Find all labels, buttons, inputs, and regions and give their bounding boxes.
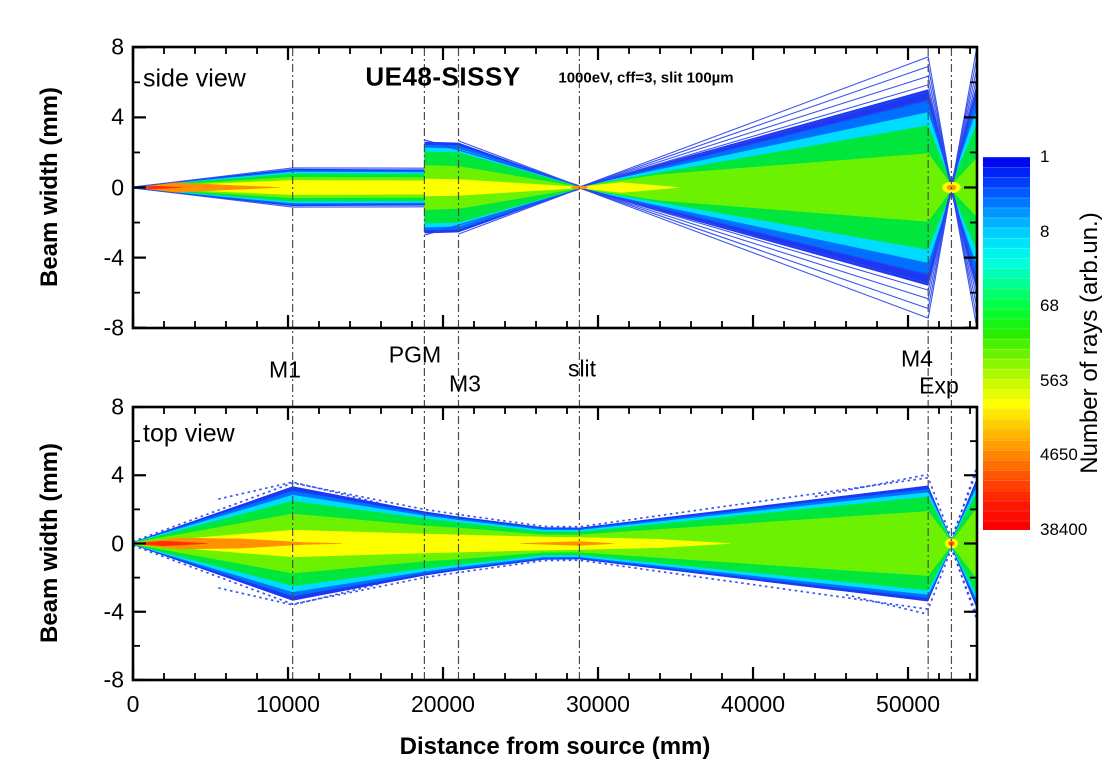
stray-ray (218, 481, 382, 505)
y-tick-label: -4 (103, 598, 124, 625)
stray-ray (133, 187, 425, 208)
y-tick-label: -8 (103, 666, 124, 693)
element-label-pgm: PGM (388, 341, 442, 368)
stray-ray (579, 92, 977, 276)
density-band (520, 541, 614, 546)
x-axis-label: Distance from source (mm) (399, 733, 711, 760)
y-tick-label: -8 (103, 314, 124, 341)
element-label-exp: Exp (919, 372, 959, 399)
stray-ray (579, 56, 977, 310)
stray-ray (845, 593, 929, 616)
top-view-label: top view (143, 419, 235, 448)
stray-ray (579, 65, 977, 319)
y-axis-label-side: Beam width (mm) (36, 86, 63, 288)
element-label-m3: M3 (449, 370, 481, 397)
colorbar-tick-label: 1 (1040, 147, 1050, 166)
colorbar-label: Number of rays (arb.un.) (1076, 212, 1103, 474)
density-band (133, 529, 730, 558)
side-view-label: side view (143, 64, 246, 93)
stray-ray (814, 473, 929, 498)
stray-ray (950, 466, 977, 541)
stray-ray (579, 84, 977, 299)
stray-ray (424, 139, 580, 187)
stray-ray (458, 188, 580, 235)
y-tick-label: 0 (111, 174, 124, 200)
x-tick-label: 20000 (411, 691, 475, 717)
y-tick-label: 4 (111, 103, 124, 130)
x-tick-label: 40000 (721, 691, 785, 717)
y-tick-label: 0 (111, 530, 124, 556)
x-tick-label: 0 (126, 691, 140, 717)
chart-title: UE48-SISSY (365, 61, 521, 92)
x-tick-label: 10000 (256, 691, 320, 717)
stray-ray (579, 91, 977, 291)
y-axis-label-top: Beam width (mm) (36, 442, 63, 644)
x-tick-label: 50000 (876, 691, 940, 717)
density-band (133, 182, 281, 193)
density-band (133, 540, 208, 547)
tick-marks (131, 405, 977, 682)
colorbar-tick-label: 38400 (1040, 520, 1088, 539)
top-view-beam (133, 466, 977, 621)
focus-spot (949, 542, 954, 545)
colorbar-tick-label: 563 (1040, 370, 1069, 390)
stray-ray (579, 84, 977, 284)
colorbar-tick-label: 68 (1040, 296, 1059, 316)
y-tick-label: 4 (111, 461, 124, 488)
x-tick-label: 30000 (566, 691, 630, 717)
stray-ray (950, 546, 977, 621)
colorbar (983, 157, 1030, 530)
y-tick-label: -4 (103, 244, 124, 271)
element-label-slit: slit (567, 355, 597, 382)
stray-ray (579, 67, 977, 300)
colorbar-tick-label: 8 (1040, 221, 1050, 241)
stray-ray (424, 188, 580, 236)
stray-ray (579, 76, 977, 291)
stray-ray (579, 75, 977, 308)
colorbar-tick-label: 4650 (1040, 445, 1078, 465)
element-label-m4: M4 (901, 345, 933, 372)
stray-ray (458, 140, 580, 187)
element-label-m1: M1 (269, 356, 301, 383)
tick-marks (131, 46, 977, 329)
stray-ray (218, 582, 382, 606)
colorbar-band-lines (983, 157, 1030, 530)
stray-ray (579, 99, 977, 283)
side-view-beam (133, 47, 977, 328)
colorbar-gradient (983, 157, 1030, 530)
chart-subtitle: 1000eV, cff=3, slit 100µm (558, 69, 734, 87)
y-tick-label: 8 (111, 393, 124, 420)
density-band (133, 537, 343, 550)
y-tick-label: 8 (111, 33, 124, 60)
density-band (133, 178, 679, 197)
